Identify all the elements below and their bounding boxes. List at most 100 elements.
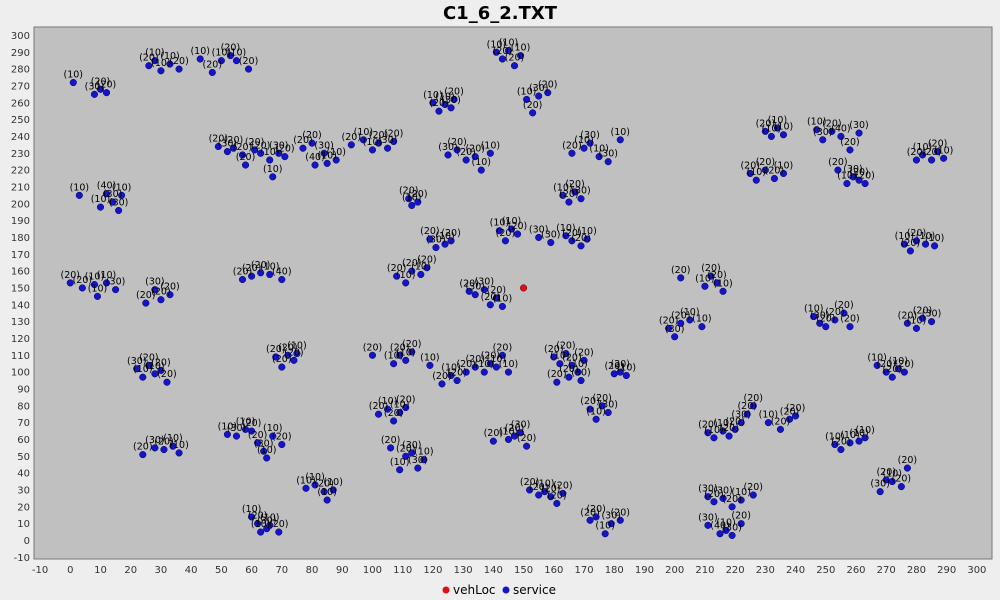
service-point [266, 521, 274, 529]
service-point [598, 402, 606, 410]
service-point-label: (20) [562, 228, 582, 239]
service-point [592, 415, 600, 423]
service-point [151, 57, 159, 65]
service-point [535, 233, 543, 241]
y-tick-label: 40 [17, 469, 30, 480]
service-point-label: (20) [523, 100, 543, 111]
x-tick-label: 30 [155, 565, 168, 576]
service-point [90, 281, 98, 289]
x-tick-label: 70 [275, 565, 288, 576]
service-point-label: (10) [414, 447, 434, 458]
service-point [396, 408, 404, 417]
service-point-label: (10) [713, 418, 733, 429]
service-point [311, 161, 319, 169]
x-tick-label: 100 [363, 565, 382, 576]
service-point [888, 373, 896, 381]
service-point-label: (10) [212, 48, 232, 59]
service-point [861, 434, 869, 442]
y-tick-label: 20 [17, 502, 30, 513]
service-point [323, 496, 331, 504]
service-point [254, 520, 262, 528]
service-point-label: (10) [768, 115, 788, 126]
service-point-label: (10) [145, 361, 165, 372]
service-point-label: (20) [529, 482, 549, 493]
service-point [725, 432, 733, 440]
service-point [559, 191, 567, 199]
service-point-label: (20) [849, 167, 869, 178]
service-point-label: (20) [151, 287, 171, 298]
service-point-label: (10) [804, 304, 824, 315]
service-point [139, 451, 147, 459]
x-tick-label: 10 [94, 565, 107, 576]
service-point-label: (20) [284, 347, 304, 358]
service-point-label: (10) [502, 216, 522, 227]
service-point-label: (10) [112, 182, 132, 193]
service-point-label: (10) [913, 142, 933, 153]
service-point [414, 198, 422, 206]
service-point [704, 493, 712, 501]
service-point-label: (20) [565, 179, 585, 190]
service-point-label: (20) [701, 263, 721, 274]
service-point [822, 323, 830, 331]
service-point-label: (30) [580, 130, 600, 141]
service-point-label: (30) [106, 277, 126, 288]
service-point [562, 350, 570, 358]
service-point-label: (20) [704, 489, 724, 500]
service-point [214, 142, 222, 151]
service-point [408, 449, 416, 457]
service-point-label: (10) [487, 354, 507, 365]
y-tick-label: 140 [11, 300, 30, 311]
service-point [302, 484, 310, 492]
service-point-label: (10) [160, 51, 180, 62]
service-point-label: (20) [771, 416, 791, 427]
service-point [816, 319, 824, 327]
service-point [166, 291, 174, 299]
x-tick-label: 110 [393, 565, 412, 576]
service-point-label: (20) [538, 80, 558, 91]
y-tick-label: 30 [17, 485, 30, 496]
service-point-label: (10) [423, 90, 443, 101]
service-point [562, 232, 570, 240]
service-point [492, 294, 500, 302]
service-point-label: (40) [710, 521, 730, 532]
service-point [547, 238, 555, 247]
y-tick-label: 80 [17, 401, 30, 412]
service-point [118, 191, 126, 199]
service-point [435, 107, 443, 115]
service-point [387, 444, 395, 452]
service-point [592, 513, 600, 521]
y-tick-label: 50 [17, 452, 30, 463]
x-tick-label: 260 [846, 565, 865, 576]
service-point-label: (20) [61, 270, 81, 281]
service-point [779, 169, 788, 178]
service-point [299, 144, 307, 152]
service-point-label: (10) [390, 457, 410, 468]
service-point-label: (10) [574, 135, 594, 146]
service-point-label: (10) [855, 425, 875, 436]
service-point-label: (20) [456, 359, 476, 370]
service-point-label: (10) [441, 362, 461, 373]
service-point [912, 237, 920, 245]
service-point-label: (40) [272, 267, 292, 278]
vehloc-series [520, 284, 528, 292]
service-point [368, 351, 377, 359]
service-point-label: (20) [556, 341, 576, 352]
service-point-label: (20) [671, 265, 691, 276]
service-point-label: (10) [396, 270, 416, 281]
service-point-label: (20) [302, 130, 322, 141]
service-point-label: (20) [139, 352, 159, 363]
service-labels: (10)(30)(20)(20)(20)(10)(10)(10)(20)(10)… [61, 38, 954, 534]
service-point [444, 151, 452, 159]
service-point [175, 449, 183, 457]
x-tick-label: 290 [937, 565, 956, 576]
service-point-label: (20) [269, 519, 289, 530]
service-point [737, 496, 745, 504]
service-point-label: (20) [816, 314, 836, 325]
service-point [269, 432, 277, 440]
service-point-label: (10) [384, 351, 404, 362]
service-point-label: (10) [586, 406, 606, 417]
service-point [169, 442, 177, 450]
service-point [517, 429, 525, 437]
service-point [471, 363, 479, 371]
